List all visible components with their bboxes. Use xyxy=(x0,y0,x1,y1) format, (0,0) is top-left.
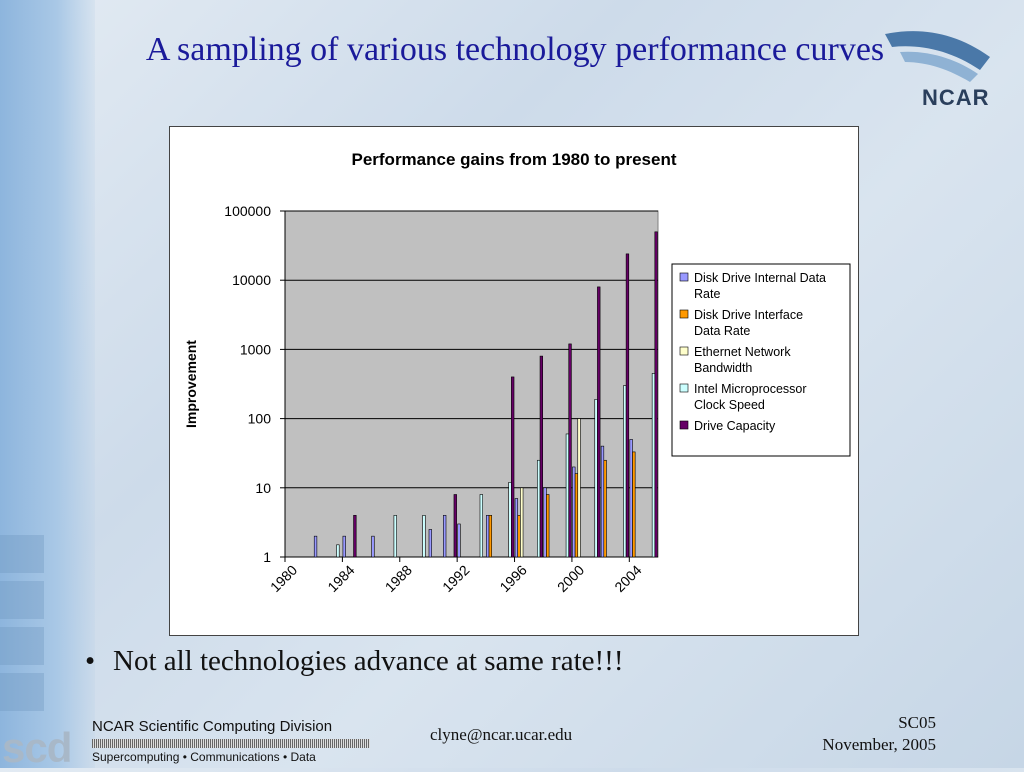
bar xyxy=(574,473,579,558)
chart-frame: Performance gains from 1980 to present 1 1… xyxy=(169,126,859,636)
bar xyxy=(508,482,512,558)
ncar-logo-icon xyxy=(885,31,990,82)
bar xyxy=(371,535,375,558)
conference-info: SC05 November, 2005 xyxy=(822,712,936,756)
bar xyxy=(623,385,627,558)
legend-label: Disk Drive Interface Data Rate xyxy=(694,308,803,338)
bar xyxy=(629,439,633,558)
bar xyxy=(597,286,601,558)
x-tick-label: 1996 xyxy=(496,562,529,595)
conference-name: SC05 xyxy=(898,713,936,732)
division-tagline: Supercomputing • Communications • Data xyxy=(92,750,316,764)
bar xyxy=(565,433,570,558)
bar xyxy=(577,418,581,558)
bar xyxy=(443,515,447,558)
bar xyxy=(514,498,519,558)
bar xyxy=(353,515,357,558)
bar xyxy=(625,253,630,558)
conference-date: November, 2005 xyxy=(822,735,936,754)
bar xyxy=(603,459,607,558)
division-name: NCAR Scientific Computing Division xyxy=(92,718,333,735)
bar xyxy=(600,445,605,558)
bar xyxy=(342,535,346,558)
bar xyxy=(457,523,461,558)
legend-swatch xyxy=(679,383,689,393)
bar xyxy=(511,376,515,558)
legend-swatch xyxy=(679,420,689,430)
y-tick-label: 100000 xyxy=(224,203,271,219)
bar xyxy=(488,515,492,558)
bar xyxy=(422,515,426,558)
chart-title: Performance gains from 1980 to present xyxy=(351,150,676,169)
y-tick-label: 10 xyxy=(255,480,271,496)
bar xyxy=(546,494,550,558)
bar xyxy=(632,451,636,558)
legend-swatch xyxy=(679,346,689,356)
footer-branding: scd NCAR Scientific Computing Division S… xyxy=(0,712,380,771)
x-tick-label: 1980 xyxy=(267,562,300,595)
hatch-divider xyxy=(92,739,370,748)
bullet-point: • Not all technologies advance at same ra… xyxy=(85,645,624,678)
y-axis-label: Improvement xyxy=(183,340,199,428)
legend-label: Ethernet Network Bandwidth xyxy=(694,345,791,375)
bar xyxy=(479,494,483,558)
bullet-icon: • xyxy=(85,645,96,677)
performance-chart: Performance gains from 1980 to present11… xyxy=(183,150,851,595)
bar xyxy=(539,355,543,558)
bar xyxy=(428,529,432,558)
bar xyxy=(453,494,457,558)
bar xyxy=(572,466,576,558)
bar xyxy=(486,515,490,558)
bar xyxy=(393,515,397,558)
bar xyxy=(651,373,656,558)
legend-label: Drive Capacity xyxy=(694,419,776,433)
scd-logo: scd xyxy=(2,724,72,771)
y-tick-label: 1000 xyxy=(240,341,271,357)
y-tick-label: 1 xyxy=(263,549,271,565)
x-tick-label: 1984 xyxy=(324,562,357,595)
bar xyxy=(537,459,541,558)
legend-box xyxy=(671,263,851,457)
y-tick-label: 100 xyxy=(248,411,272,427)
contact-email: clyne@ncar.ucar.edu xyxy=(430,725,573,744)
bullet-text: Not all technologies advance at same rat… xyxy=(113,645,624,677)
bar xyxy=(517,515,521,558)
bar xyxy=(543,487,547,558)
slide-title: A sampling of various technology perform… xyxy=(145,31,885,68)
x-tick-label: 2000 xyxy=(554,562,587,595)
bar xyxy=(336,544,340,558)
legend-label: Intel Microprocessor Clock Speed xyxy=(694,382,807,412)
bar xyxy=(313,535,318,558)
bar xyxy=(594,399,598,558)
bar xyxy=(520,487,524,558)
left-accent-bar xyxy=(0,0,95,768)
x-tick-label: 1988 xyxy=(382,562,415,595)
y-tick-label: 10000 xyxy=(232,272,271,288)
legend-swatch xyxy=(679,272,689,282)
legend-label: Disk Drive Internal Data Rate xyxy=(694,271,826,301)
legend-swatch xyxy=(679,309,689,319)
ncar-logo-text: NCAR xyxy=(922,85,990,110)
decorative-squares xyxy=(0,535,48,719)
bar xyxy=(568,343,572,558)
bar xyxy=(654,231,658,558)
x-tick-label: 1992 xyxy=(439,562,472,595)
x-tick-label: 2004 xyxy=(611,562,644,595)
